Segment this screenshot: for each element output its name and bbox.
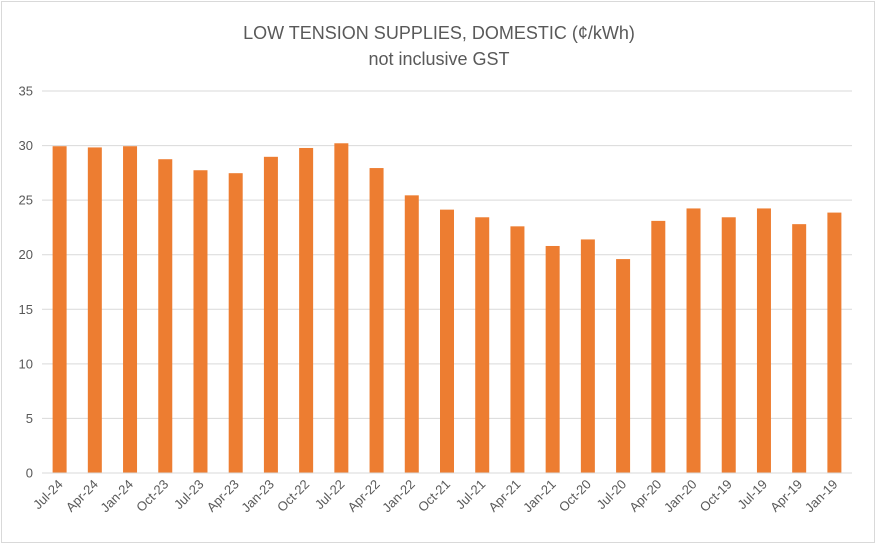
- y-axis-ticks: 0 5 10 15 20 25 30 35: [19, 84, 33, 481]
- bar: [193, 170, 208, 473]
- bar: [827, 212, 842, 473]
- bar: [87, 147, 102, 473]
- bar: [616, 259, 631, 473]
- gridlines: [42, 90, 852, 419]
- y-tick-label: 0: [26, 466, 33, 481]
- x-tick-label: Jul-19: [734, 477, 770, 513]
- bar: [580, 239, 595, 473]
- bar: [52, 146, 67, 473]
- x-tick-label: Apr-19: [767, 477, 805, 515]
- bars: [52, 143, 842, 474]
- y-tick-label: 10: [19, 356, 33, 371]
- bar: [721, 217, 736, 473]
- x-tick-label: Oct-19: [697, 477, 735, 515]
- x-tick-label: Apr-23: [204, 477, 242, 515]
- bar: [792, 224, 807, 473]
- x-tick-label: Oct-23: [133, 477, 171, 515]
- bar: [440, 209, 454, 473]
- bar: [510, 226, 525, 473]
- y-tick-label: 20: [19, 247, 33, 262]
- x-tick-label: Jan-21: [520, 477, 559, 516]
- x-tick-label: Apr-22: [344, 477, 382, 515]
- x-tick-label: Oct-22: [274, 477, 312, 515]
- bar: [475, 217, 490, 473]
- chart-subtitle: not inclusive GST: [368, 49, 509, 69]
- bar: [228, 173, 243, 473]
- x-tick-label: Jan-22: [379, 477, 418, 516]
- chart-title: LOW TENSION SUPPLIES, DOMESTIC (¢/kWh): [243, 23, 635, 43]
- x-tick-label: Apr-20: [626, 477, 664, 515]
- x-tick-label: Jul-24: [30, 477, 66, 513]
- y-tick-label: 15: [19, 302, 33, 317]
- bar: [299, 147, 314, 473]
- y-tick-label: 35: [19, 84, 33, 99]
- x-tick-label: Jan-19: [802, 477, 841, 516]
- bar: [686, 208, 701, 473]
- y-tick-label: 30: [19, 138, 33, 153]
- bar: [263, 156, 278, 473]
- bar: [756, 208, 771, 473]
- x-tick-label: Jan-24: [97, 477, 136, 516]
- bar: [158, 159, 173, 473]
- x-tick-label: Jan-20: [661, 477, 700, 516]
- x-tick-label: Jul-23: [171, 477, 207, 513]
- x-tick-label: Jul-20: [594, 477, 630, 513]
- bar: [404, 195, 419, 473]
- x-tick-label: Apr-21: [485, 477, 523, 515]
- x-tick-label: Jan-23: [238, 477, 277, 516]
- bar: [545, 245, 560, 473]
- y-tick-label: 5: [26, 411, 33, 426]
- bar: [369, 168, 384, 473]
- x-tick-label: Oct-20: [556, 477, 594, 515]
- y-tick-label: 25: [19, 193, 33, 208]
- bar: [334, 143, 349, 474]
- bar: [123, 146, 138, 473]
- x-tick-label: Jul-22: [312, 477, 348, 513]
- bar: [651, 220, 666, 473]
- x-tick-label: Jul-21: [453, 477, 489, 513]
- x-tick-label: Oct-21: [415, 477, 453, 515]
- x-tick-label: Apr-24: [63, 477, 101, 515]
